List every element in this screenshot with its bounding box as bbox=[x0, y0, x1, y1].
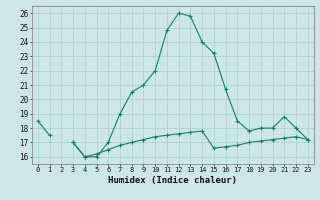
X-axis label: Humidex (Indice chaleur): Humidex (Indice chaleur) bbox=[108, 176, 237, 185]
